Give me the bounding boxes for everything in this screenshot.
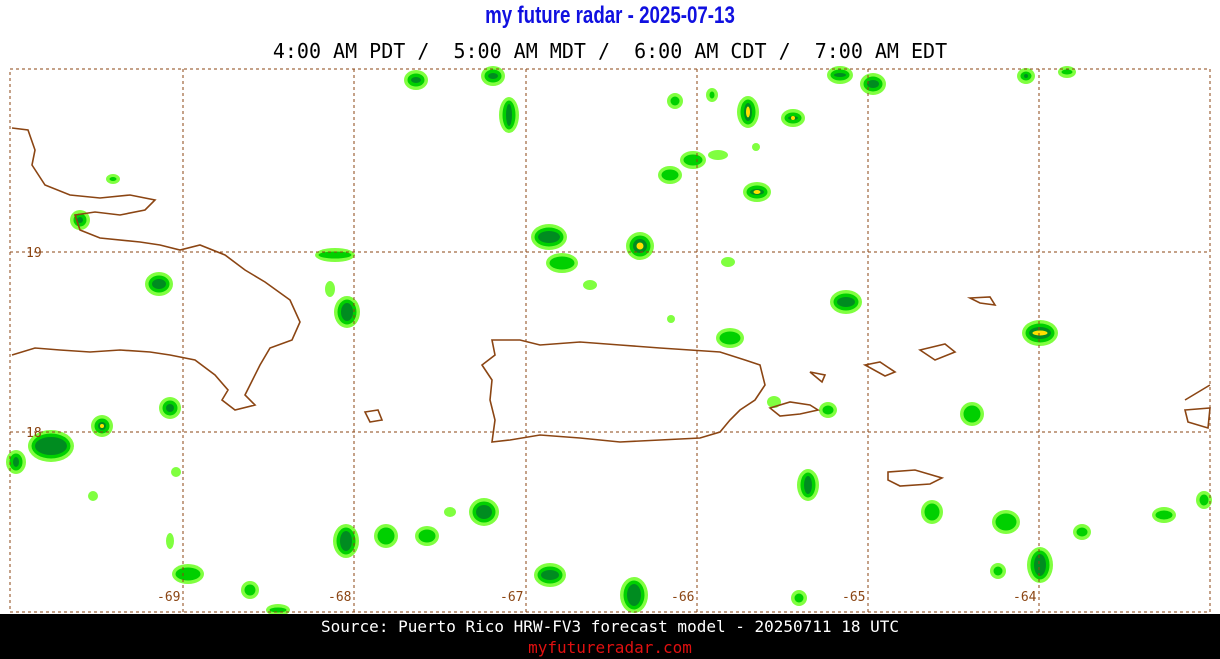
rain-cell [88,491,98,501]
rain-cell [1032,330,1048,336]
rain-cell [444,507,456,517]
rain-cell [175,567,201,581]
rain-cell [325,281,335,297]
coastlines [11,127,1211,487]
rain-cell [152,279,166,289]
rain-cell [804,476,812,494]
rain-cell [549,256,575,270]
lat-label: 19 [26,246,42,261]
rain-cell [636,242,644,250]
lon-label: -65 [842,590,865,605]
rain-cell [995,513,1017,531]
rain-cell [752,143,760,151]
rain-cell [109,177,117,181]
lon-label: -68 [328,590,351,605]
lon-label: -69 [157,590,180,605]
rain-cell [538,231,560,243]
precipitation [6,66,1212,614]
rain-cell [341,303,353,321]
rain-cell [506,104,512,126]
source: Source: Puerto Rico HRW-FV3 forecast mod… [321,617,899,636]
rain-cell [77,217,83,223]
rain-cell [867,80,879,88]
rain-cell [269,607,287,613]
lon-label: -66 [671,590,694,605]
rain-cell [1155,510,1173,520]
rain-cell [683,154,703,166]
rain-cell [719,331,741,345]
rain-cell [670,96,680,106]
lon-label: -64 [1013,590,1037,605]
rain-cell [993,566,1003,576]
rain-cell [794,593,804,603]
rain-cell [834,73,846,77]
rain-cell [709,91,715,99]
axis-labels: -69 -68 -67 -66 -65 -64 19 18 [26,246,1037,605]
lon-label: -67 [500,590,523,605]
rain-cell [418,529,436,543]
site-link[interactable]: myfutureradar.com [528,638,692,657]
rain-cell [488,73,498,79]
rain-cell [476,505,492,519]
rain-cell [318,251,352,259]
title: my future radar - 2025-07-13 [485,2,735,29]
rain-cell [822,405,834,415]
rain-cell [627,584,641,606]
rain-cell [35,437,67,455]
rain-cell [1024,74,1028,78]
rain-cell [1199,494,1209,506]
rain-cell [791,116,795,120]
rain-cell [377,527,395,545]
lat-label: 18 [26,426,42,441]
rain-cell [166,404,174,412]
grid [9,68,1211,613]
rain-cell [411,77,421,83]
rain-cell [963,405,981,423]
rain-cell [166,533,174,549]
rain-cell [924,503,940,521]
rain-cell [583,280,597,290]
rain-cell [1061,69,1073,75]
rain-cell [721,257,735,267]
rain-cell [13,457,19,467]
rain-cell [667,315,675,323]
rain-cell [541,570,559,580]
time-zones: 4:00 AM PDT / 5:00 AM MDT / 6:00 AM CDT … [272,39,948,63]
footer: Source: Puerto Rico HRW-FV3 forecast mod… [0,614,1220,659]
rain-cell [753,190,761,194]
rain-cell [708,150,728,160]
rain-cell [1076,527,1088,537]
rain-cell [171,467,181,477]
rain-cell [661,169,679,181]
rain-cell [340,531,352,551]
rain-cell [1034,554,1046,576]
rain-cell [100,424,104,428]
rain-cell [244,584,256,596]
rain-cell [837,297,855,307]
rain-cell [746,106,750,118]
radar-map: -69 -68 -67 -66 -65 -64 19 18 [6,66,1212,614]
